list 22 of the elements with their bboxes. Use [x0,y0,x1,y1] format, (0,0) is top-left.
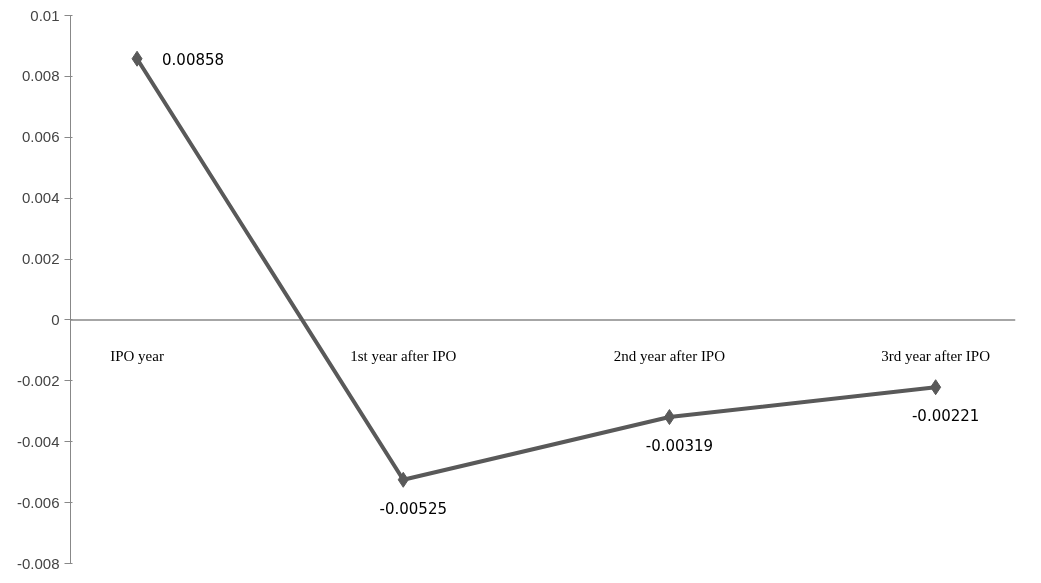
point [663,409,675,426]
data-label: -0.00525 [379,499,447,518]
y-tick-label: 0 [51,310,60,328]
point [397,471,409,488]
y-tick-label: -0.006 [16,493,60,511]
y-tick-label: 0.008 [21,67,60,85]
point [131,50,143,67]
x-tick-label: 1st year after IPO [350,347,457,364]
data-label: -0.00319 [645,437,714,456]
x-tick-label: 2nd year after IPO [613,347,726,364]
y-tick-label: 0.01 [30,6,60,24]
y-tick-label: 0.002 [21,250,60,268]
x-tick-label: IPO year [110,347,164,364]
y-tick-label: 0.006 [21,128,60,146]
x-tick-label: 3rd year after IPO [881,347,991,364]
y-tick-label: 0.004 [21,189,60,207]
data-label: -0.00221 [911,407,980,426]
y-tick-label: -0.002 [16,371,60,389]
y-tick-label: -0.004 [16,432,60,450]
point [930,379,942,396]
y-tick-label: -0.008 [16,554,60,572]
data-label: 0.00858 [162,50,225,69]
